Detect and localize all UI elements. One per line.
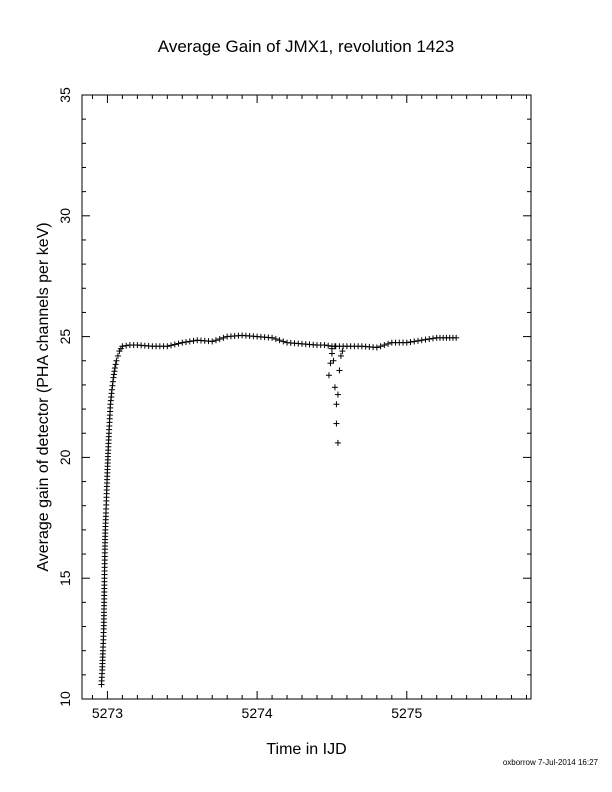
- data-point: [112, 361, 119, 368]
- footer-credit: oxborrow 7-Jul-2014 16:27: [502, 758, 598, 767]
- data-point: [280, 338, 287, 345]
- y-tick-label: 25: [57, 329, 73, 345]
- data-point: [276, 337, 283, 344]
- data-point: [381, 342, 388, 349]
- y-tick-label: 35: [57, 87, 73, 103]
- x-tick-label: 5273: [92, 705, 123, 721]
- plot-frame: [81, 94, 532, 700]
- axis-ticks: [82, 94, 531, 700]
- data-point: [377, 343, 384, 350]
- data-point: [373, 344, 380, 351]
- data-point: [119, 343, 126, 350]
- data-point: [429, 335, 436, 342]
- data-point: [220, 334, 227, 341]
- data-point: [114, 352, 121, 359]
- data-point: [190, 337, 197, 344]
- data-point: [212, 337, 219, 344]
- data-point: [175, 340, 182, 347]
- data-point: [403, 339, 410, 346]
- data-point: [164, 343, 171, 350]
- x-tick-label: 5275: [391, 705, 422, 721]
- data-point: [333, 401, 340, 408]
- x-tick-label: 5274: [242, 705, 273, 721]
- data-point: [111, 365, 118, 372]
- tick-labels: 5273 5274 5275 10 15 20 25 30 35: [57, 87, 423, 721]
- data-point: [321, 342, 328, 349]
- data-point: [418, 337, 425, 344]
- data-point: [272, 336, 279, 343]
- data-point: [407, 339, 414, 346]
- data-point: [113, 357, 120, 364]
- data-point: [385, 340, 392, 347]
- data-point: [330, 357, 337, 364]
- data-point: [336, 367, 343, 374]
- x-axis-label: Time in IJD: [266, 741, 346, 758]
- data-point: [123, 342, 130, 349]
- data-point: [331, 384, 338, 391]
- y-tick-label: 15: [57, 570, 73, 586]
- data-point: [411, 338, 418, 345]
- data-point: [186, 338, 193, 345]
- data-point: [216, 336, 223, 343]
- data-point: [339, 348, 346, 355]
- data-point: [337, 352, 344, 359]
- y-tick-label: 10: [57, 691, 73, 707]
- data-point: [331, 343, 338, 350]
- data-point: [269, 334, 276, 341]
- data-point: [422, 336, 429, 343]
- data-point: [453, 334, 460, 341]
- data-point: [325, 372, 332, 379]
- y-tick-label: 20: [57, 449, 73, 465]
- data-points: [98, 332, 460, 688]
- data-point: [183, 339, 190, 346]
- data-point: [415, 337, 422, 344]
- chart-title: Average Gain of JMX1, revolution 1423: [157, 37, 455, 56]
- y-axis-label: Average gain of detector (PHA channels p…: [35, 222, 52, 571]
- data-point: [171, 341, 178, 348]
- data-point: [209, 338, 216, 345]
- data-point: [334, 391, 341, 398]
- data-point: [179, 339, 186, 346]
- data-point: [426, 336, 433, 343]
- y-tick-label: 30: [57, 208, 73, 224]
- data-point: [325, 342, 332, 349]
- data-point: [333, 420, 340, 427]
- data-point: [334, 439, 341, 446]
- data-point: [168, 342, 175, 349]
